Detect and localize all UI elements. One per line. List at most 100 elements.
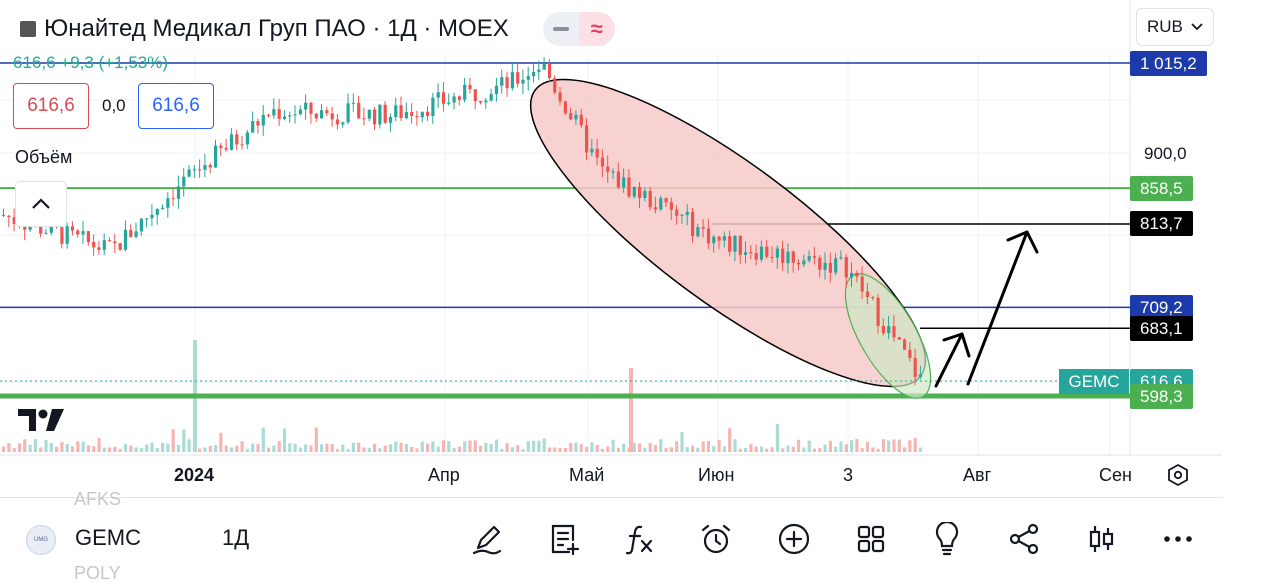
chart-title[interactable]: Юнайтед Медикал Груп ПАО · 1Д · MOEX <box>44 15 509 42</box>
candle-body <box>28 225 32 230</box>
indicators-fx-icon <box>625 525 653 555</box>
buy-price-button[interactable]: 616,6 <box>138 83 214 129</box>
horizontal-levels <box>0 62 1130 399</box>
volume-bar <box>812 448 817 452</box>
chevron-down-icon <box>1191 23 1203 31</box>
volume-bar <box>325 443 329 452</box>
candle-body <box>388 116 393 123</box>
volume-bar <box>844 444 848 452</box>
data-delayed-icon[interactable]: ≈ <box>578 12 615 46</box>
timeframe-selector[interactable]: 1Д <box>222 525 250 550</box>
candle-body <box>224 148 228 150</box>
ideas-button[interactable] <box>929 521 965 557</box>
candle-body <box>632 186 636 197</box>
volume-bar <box>839 441 843 452</box>
price-level-tag[interactable]: 683,1 <box>1130 315 1193 341</box>
draw-tool-button[interactable] <box>469 521 505 557</box>
volume-bar <box>341 444 345 452</box>
volume-bar <box>388 444 393 452</box>
candle-body <box>918 374 923 377</box>
collapse-legend-button[interactable] <box>15 181 67 227</box>
candle-body <box>892 326 896 338</box>
volume-bar <box>171 429 175 452</box>
share-button[interactable] <box>1006 521 1042 557</box>
candle-body <box>728 236 732 252</box>
volume-bar <box>722 446 726 452</box>
candle-body <box>834 258 838 273</box>
candle-body <box>775 248 779 258</box>
prev-symbol-ghost[interactable]: AFKS <box>74 489 122 509</box>
chart-settings-button[interactable] <box>1163 460 1193 490</box>
arrow-drawing-long[interactable] <box>966 230 1039 386</box>
candle-body <box>744 252 748 255</box>
volume-bar <box>744 448 748 452</box>
candle-body <box>590 148 594 153</box>
volume-bar <box>452 448 456 452</box>
add-button[interactable] <box>776 521 812 557</box>
candle-body <box>452 96 456 103</box>
add-note-button[interactable] <box>546 521 582 557</box>
volume-bar <box>537 440 541 452</box>
symbol-selector[interactable]: GEMC <box>75 525 141 550</box>
alert-button[interactable] <box>698 521 734 557</box>
volume-indicator-label[interactable]: Объём <box>15 147 73 167</box>
candle-body <box>897 337 901 340</box>
arrow-drawing-short[interactable] <box>934 332 971 388</box>
chart-type-candle-icon <box>1089 526 1114 552</box>
currency-select[interactable]: RUB <box>1136 8 1214 46</box>
add-plus-icon <box>778 523 810 555</box>
price-level-tag[interactable]: 858,5 <box>1130 175 1193 201</box>
market-status-icon[interactable] <box>542 12 579 46</box>
candle-body <box>696 227 700 237</box>
candle-body <box>7 215 11 218</box>
volume-bar <box>219 432 223 452</box>
volume-bar <box>224 445 228 452</box>
volume-bar <box>563 448 567 452</box>
volume-bar <box>267 447 271 452</box>
volume-bar <box>638 443 642 452</box>
volume-bar <box>897 439 901 452</box>
candle-body <box>108 240 112 242</box>
volume-bar <box>282 428 287 452</box>
volume-bar <box>447 441 451 452</box>
next-symbol-ghost[interactable]: POLY <box>74 563 121 583</box>
indicators-button[interactable] <box>622 521 658 557</box>
candle-body <box>500 77 504 86</box>
volume-bar <box>198 448 202 452</box>
candle-body <box>404 112 408 119</box>
price-level-tag[interactable]: 709,2 <box>1130 294 1193 320</box>
chart-type-button[interactable] <box>1083 521 1119 557</box>
candle-body <box>765 246 769 257</box>
volume-bar <box>108 447 112 452</box>
sell-price-button[interactable]: 616,6 <box>13 83 89 129</box>
candle-body <box>770 256 774 258</box>
volume-bar <box>706 441 711 452</box>
price-level-tag[interactable]: 598,3 <box>1130 383 1193 409</box>
candle-body <box>314 113 318 119</box>
volume-bar <box>855 439 859 452</box>
volume-bar <box>410 446 414 452</box>
candle-body <box>277 109 281 119</box>
layout-button[interactable] <box>853 521 889 557</box>
volume-bar <box>70 446 75 452</box>
candle-body <box>2 214 6 216</box>
volume-bar <box>887 440 891 452</box>
volume-bar <box>293 443 297 452</box>
candle-body <box>394 105 398 117</box>
volume-bar <box>521 448 525 452</box>
candle-body <box>65 226 69 244</box>
volume-bar <box>712 446 716 452</box>
candle-body <box>192 169 196 171</box>
volume-bar <box>60 442 64 452</box>
candle-body <box>791 251 795 263</box>
volume-bar <box>420 441 424 452</box>
candle-body <box>648 191 652 208</box>
status-pill[interactable]: ≈ <box>542 12 615 46</box>
price-level-tag[interactable]: 1 015,2 <box>1130 50 1207 76</box>
more-button[interactable] <box>1160 521 1196 557</box>
add-note-icon <box>551 524 580 556</box>
candle-body <box>129 229 133 237</box>
price-level-tag[interactable]: 813,7 <box>1130 211 1193 237</box>
candle-body <box>616 171 620 188</box>
